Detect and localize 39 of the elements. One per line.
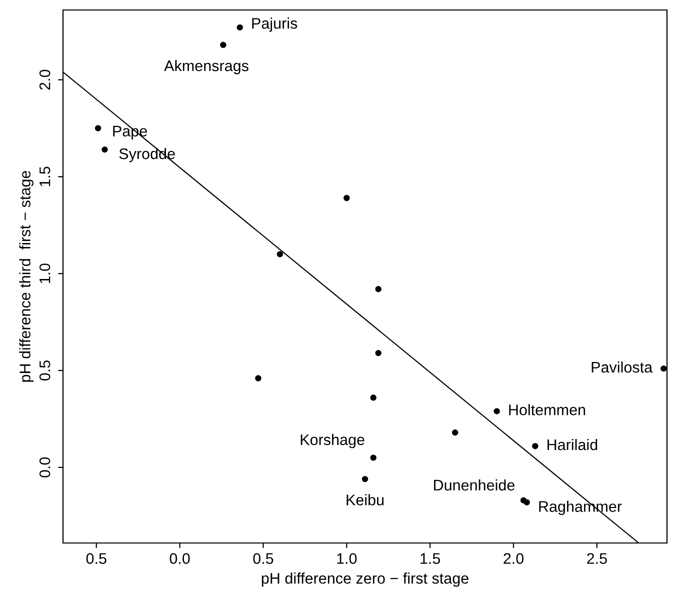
y-tick-label: 2.0 [39,70,50,90]
x-tick-label: 0.5 [86,553,106,564]
y-tick-label: 1.0 [39,264,50,284]
point [362,476,368,482]
point [370,454,376,461]
x-axis-title: pH difference zero − first stage [262,572,468,587]
point [276,251,284,258]
annotation: Dunenheide [434,479,515,491]
point [660,365,667,372]
annotation: Harilaid [548,438,598,450]
x-tick-label: 1.5 [420,553,440,564]
annotation: Pavilosta [592,361,653,373]
annotation: Pajuris [252,18,298,32]
point [370,394,376,401]
annotation: Keibu [346,494,384,506]
point [494,408,500,414]
x-tick-label: 1.0 [337,553,357,564]
y-axis-title: pH difference third first − stage [19,170,34,382]
annotation: Korshage [300,434,364,448]
x-tick-label: 0.5 [253,553,274,564]
point [344,194,350,202]
point [375,350,382,356]
point [94,125,102,132]
point [220,42,226,48]
x-tick-label: 0.0 [170,553,190,564]
point [452,429,458,436]
y-tick-label: 0.0 [39,457,50,478]
point [102,146,108,153]
y-tick-label: 0.5 [39,360,50,381]
point [255,375,262,382]
x-tick-label: 2.5 [587,553,607,564]
point [375,286,382,292]
annotation: Holtemmen [509,404,586,416]
x-tick-label: 2.0 [504,553,524,564]
annotation: Akmensrags [164,60,248,74]
point [524,499,530,506]
y-tick-label: 1.5 [40,166,50,186]
point [532,442,538,450]
point [236,24,243,31]
